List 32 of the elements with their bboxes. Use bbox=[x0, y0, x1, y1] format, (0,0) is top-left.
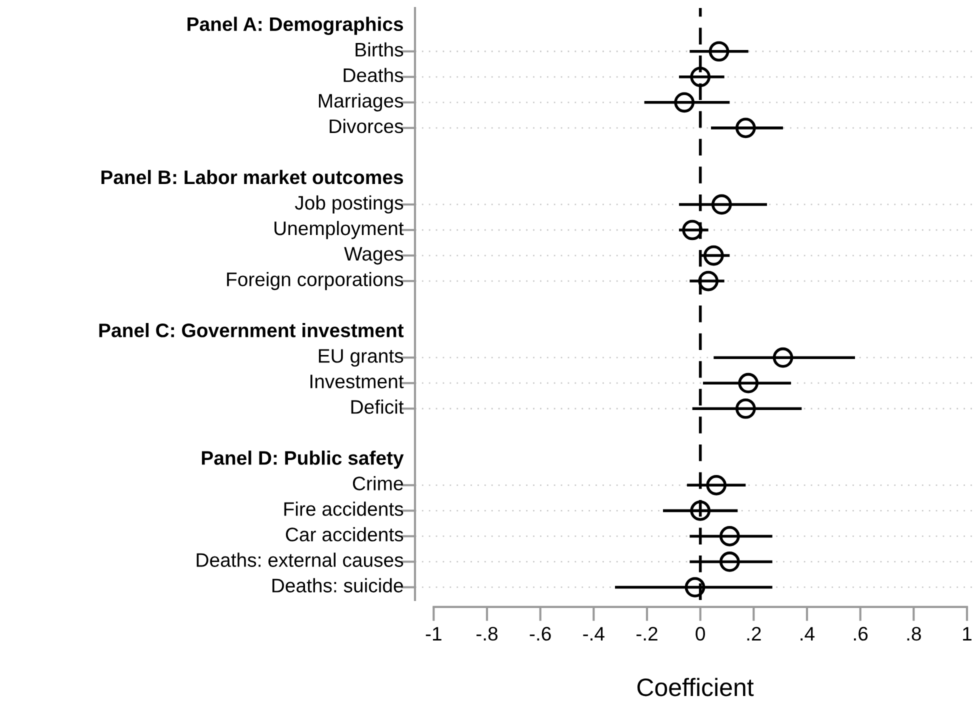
y-tick-label: Panel B: Labor market outcomes bbox=[101, 170, 404, 184]
y-tick-label: Panel C: Government investment bbox=[99, 323, 404, 338]
y-tick-label: Panel A: Demographics bbox=[188, 16, 404, 35]
x-tick-label: -.8 bbox=[476, 626, 498, 641]
x-tick-label: -1 bbox=[426, 627, 442, 640]
x-tick-label: -.2 bbox=[636, 626, 658, 640]
y-tick-label: Investment bbox=[310, 374, 404, 388]
y-tick-label: Wages bbox=[344, 247, 404, 265]
x-tick-label: -.4 bbox=[583, 627, 604, 640]
x-tick-label: -.6 bbox=[530, 626, 551, 641]
y-tick-label: Car accidents bbox=[286, 527, 404, 542]
y-tick-label: Foreign corporations bbox=[227, 272, 404, 290]
x-tick-label: 0 bbox=[696, 626, 705, 641]
y-tick-label: Unemployment bbox=[274, 220, 404, 240]
x-tick-label: .8 bbox=[907, 626, 921, 641]
y-tick-label: Marriages bbox=[318, 93, 404, 112]
x-tick-label: 1 bbox=[963, 627, 972, 640]
y-tick-label: Births bbox=[356, 42, 404, 57]
x-tick-label: .4 bbox=[800, 627, 815, 640]
y-tick-label: Deaths: suicide bbox=[272, 578, 403, 592]
y-tick-label: Divorces bbox=[330, 118, 404, 134]
y-tick-label: Crime bbox=[352, 476, 403, 490]
y-tick-label: Deficit bbox=[351, 400, 404, 414]
y-tick-label: Job postings bbox=[294, 195, 404, 214]
x-tick-label: .2 bbox=[747, 626, 761, 640]
y-tick-label: Deaths bbox=[344, 68, 404, 82]
y-tick-label: Deaths: external causes bbox=[196, 552, 404, 567]
y-tick-label: Fire accidents bbox=[284, 502, 404, 516]
y-tick-label: EU grants bbox=[318, 349, 404, 367]
x-tick-label: .6 bbox=[854, 626, 868, 641]
x-axis-title: Coefficient bbox=[637, 678, 754, 696]
y-tick-label: Panel D: Public safety bbox=[202, 450, 404, 469]
